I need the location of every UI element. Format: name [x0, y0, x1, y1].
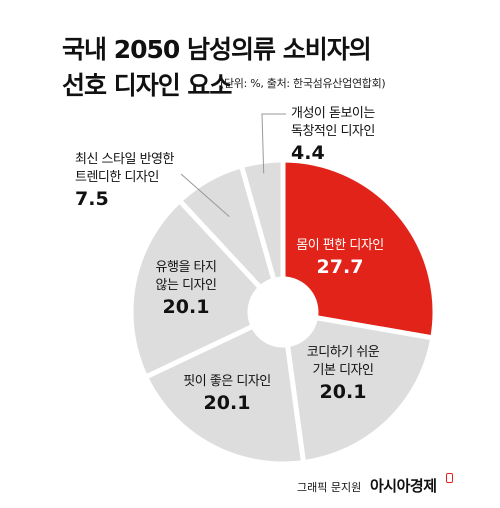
slice-value-6: 4.4	[291, 142, 325, 164]
pie-slice-6	[238, 157, 286, 284]
slice-label-2-line-1: 코디하기 쉬운	[307, 345, 380, 360]
slice-value-5: 7.5	[75, 188, 109, 210]
pie-slice-1	[280, 157, 438, 341]
slice-label-6-line-2: 독창적인 디자인	[291, 124, 375, 139]
slice-label-1-line-1: 몸이 편한 디자인	[296, 238, 384, 253]
leader-line-unique	[261, 113, 286, 174]
slice-label-6-line-1: 개성이 돋보이는	[291, 106, 375, 121]
slice-value-2: 20.1	[320, 381, 367, 403]
chart-subtitle: (단위: %, 출처: 한국섬유산업연합회)	[220, 77, 386, 90]
graphic-credit: 그래픽 문지원	[297, 481, 362, 494]
chart-title-line1: 국내 2050 남성의류 소비자의	[62, 35, 372, 64]
slice-value-4: 20.1	[163, 296, 210, 318]
pie-slice-2	[284, 314, 436, 466]
slice-label-5-line-2: 트렌디한 디자인	[75, 170, 159, 185]
slice-label-3-line-1: 핏이 좋은 디자인	[183, 374, 271, 389]
chart-title-line2: 선호 디자인 요소	[62, 71, 232, 100]
slice-label-5-line-1: 최신 스타일 반영한	[75, 152, 174, 167]
brand-logo: 아시아경제	[370, 477, 437, 495]
slice-value-1: 27.7	[317, 256, 364, 278]
slice-value-3: 20.1	[204, 392, 251, 414]
slice-label-4-line-1: 유행을 타지	[156, 259, 217, 275]
brand-mark-icon	[446, 473, 453, 483]
slice-label-4-line-2: 않는 디자인	[156, 278, 217, 293]
slice-label-2-line-2: 기본 디자인	[313, 363, 374, 378]
leader-line-trendy	[180, 173, 230, 218]
pie-slice-4	[128, 197, 265, 381]
